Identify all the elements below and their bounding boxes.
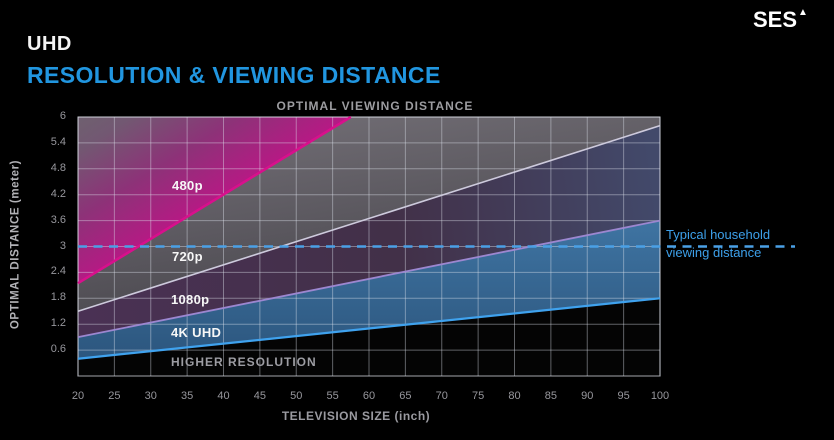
band-label-1080p: 1080p	[171, 292, 210, 307]
1080p-optimal-distance-line	[77, 219, 661, 339]
x-tick-label: 90	[581, 390, 594, 402]
ses-logo-text: SES	[753, 7, 798, 32]
x-tick-label: 70	[435, 390, 448, 402]
band-higher-resolution	[78, 298, 660, 376]
band-4k-uhd	[78, 220, 660, 359]
y-tick-label: 0.6	[50, 343, 66, 356]
x-tick-label: 45	[253, 390, 266, 402]
y-tick-label: 4.8	[50, 161, 66, 174]
y-tick-label: 1.2	[50, 317, 66, 330]
480p-optimal-distance-line	[77, 115, 352, 285]
band-1080p	[78, 125, 660, 338]
x-tick-label: 60	[362, 390, 376, 402]
band-label-higher-resolution: HIGHER RESOLUTION	[171, 355, 317, 369]
page-title: RESOLUTION & VIEWING DISTANCE	[27, 62, 441, 88]
720p-optimal-distance-line	[77, 124, 661, 313]
x-tick-label: 55	[326, 390, 339, 402]
y-tick-label: 5.4	[50, 135, 66, 148]
y-tick-label: 2.4	[50, 265, 66, 278]
annotation-line-1: Typical household	[666, 227, 771, 242]
y-axis-title: OPTIMAL DISTANCE (meter)	[9, 159, 22, 330]
annotation-typical-distance: Typical household viewing distance	[666, 226, 770, 262]
y-tick-label: 4.2	[50, 187, 66, 200]
chart-title: OPTIMAL VIEWING DISTANCE	[276, 99, 474, 113]
ses-logo: SES ▲	[753, 7, 808, 33]
x-tick-label: 30	[144, 390, 157, 402]
x-axis-title: TELEVISION SIZE (inch)	[281, 409, 431, 423]
x-tick-label: 20	[71, 390, 85, 402]
y-tick-label: 3	[59, 239, 66, 252]
x-tick-label: 100	[650, 390, 670, 402]
x-tick-label: 35	[181, 390, 194, 402]
x-tick-label: 85	[544, 390, 557, 402]
4K-UHD-optimal-distance-line	[77, 297, 661, 360]
y-tick-label: 3.6	[50, 213, 66, 226]
band-label-720p: 720p	[172, 249, 203, 264]
x-tick-label: 25	[108, 390, 121, 402]
x-tick-label: 75	[472, 390, 485, 402]
y-tick-label: 6	[59, 110, 66, 122]
x-tick-label: 65	[399, 390, 412, 402]
x-tick-label: 80	[508, 390, 521, 402]
y-tick-label: 1.8	[50, 291, 66, 304]
x-tick-label: 50	[290, 390, 303, 402]
band-label-4k-uhd: 4K UHD	[171, 325, 222, 340]
annotation-line-2: viewing distance	[666, 245, 762, 260]
uhd-label: UHD	[27, 33, 72, 55]
ses-triangle-icon: ▲	[798, 7, 808, 18]
x-tick-label: 95	[617, 390, 630, 402]
x-tick-label: 40	[217, 390, 230, 402]
band-label-480p: 480p	[172, 178, 203, 193]
